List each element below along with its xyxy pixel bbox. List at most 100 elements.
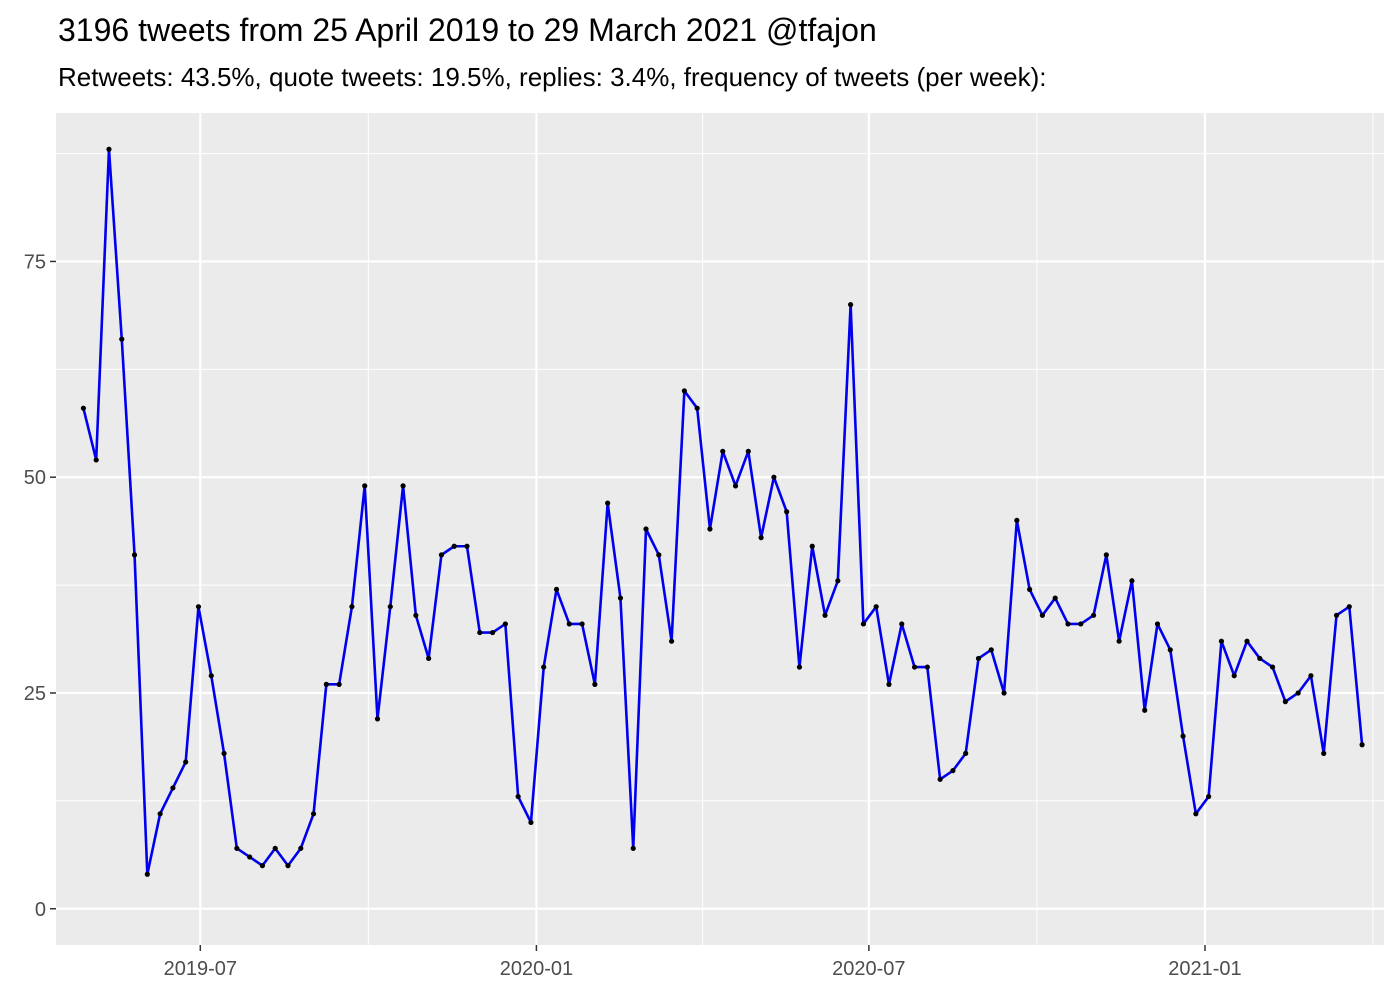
data-point: [605, 500, 611, 506]
data-point: [848, 302, 854, 308]
data-point: [950, 768, 956, 774]
data-point: [617, 595, 624, 601]
data-point: [592, 681, 598, 687]
data-point: [1282, 699, 1288, 705]
data-point: [298, 845, 304, 851]
x-tick-label: 2019-07: [164, 958, 237, 980]
data-point: [247, 854, 253, 860]
data-point: [1014, 517, 1020, 523]
data-point: [208, 673, 214, 679]
data-point: [106, 146, 112, 152]
data-point: [873, 604, 879, 610]
data-point: [336, 681, 342, 687]
data-point: [911, 664, 918, 670]
data-point: [1218, 638, 1225, 644]
data-point: [451, 543, 457, 549]
data-point: [477, 629, 483, 636]
tick-labels: 0 25 50 75 2019-07 2020-01 2020-07 2021-01: [24, 251, 1242, 980]
data-point: [413, 612, 419, 618]
data-point: [707, 526, 713, 532]
data-point: [310, 811, 317, 817]
data-point: [1052, 595, 1058, 601]
data-point: [899, 621, 905, 627]
data-point: [975, 655, 982, 662]
data-point: [553, 586, 560, 593]
data-point: [1231, 673, 1237, 679]
data-point: [630, 845, 636, 851]
data-point: [937, 776, 943, 782]
data-point: [566, 621, 572, 627]
data-point: [809, 543, 815, 549]
data-point: [732, 483, 739, 489]
data-point: [1206, 793, 1212, 800]
data-point: [502, 621, 508, 627]
data-point: [1359, 742, 1365, 748]
data-point: [643, 526, 649, 532]
data-point: [259, 863, 266, 869]
data-point: [323, 681, 329, 687]
y-tick-label: 50: [24, 467, 46, 489]
data-point: [796, 664, 803, 670]
x-tick-label: 2020-07: [832, 958, 905, 980]
data-point: [387, 604, 393, 610]
data-point: [80, 405, 86, 411]
data-point: [515, 793, 521, 800]
axis-ticks: [50, 260, 1206, 951]
data-point: [1154, 621, 1161, 627]
data-point: [835, 578, 841, 584]
data-point: [195, 604, 202, 610]
chart-subtitle: Retweets: 43.5%, quote tweets: 19.5%, re…: [58, 62, 1047, 92]
data-point: [1116, 638, 1122, 644]
data-point: [860, 621, 866, 627]
data-point: [170, 785, 176, 791]
series-layer: [80, 146, 1365, 877]
y-tick-label: 75: [24, 251, 46, 273]
data-point: [1167, 647, 1173, 653]
data-point: [1142, 707, 1148, 713]
data-point: [93, 457, 99, 463]
data-point: [771, 474, 777, 480]
data-point: [528, 819, 534, 826]
data-point: [221, 750, 227, 757]
data-point: [1180, 733, 1186, 739]
data-point: [579, 621, 585, 627]
data-point: [349, 604, 355, 610]
data-point: [1078, 621, 1084, 627]
data-point: [886, 681, 892, 687]
data-point: [758, 535, 764, 541]
data-point: [1295, 690, 1301, 696]
data-point: [963, 750, 969, 757]
data-point: [1129, 578, 1135, 584]
data-point: [988, 647, 994, 653]
data-point: [1103, 552, 1109, 558]
data-point: [720, 448, 726, 454]
data-point: [822, 612, 828, 618]
data-point: [1244, 638, 1250, 644]
data-point: [438, 552, 445, 558]
data-point: [924, 664, 930, 670]
y-tick-label: 25: [24, 683, 46, 705]
data-point: [362, 483, 368, 489]
x-tick-label: 2020-01: [500, 958, 573, 980]
data-point: [285, 863, 291, 869]
data-point: [1257, 655, 1263, 662]
data-point: [489, 629, 496, 636]
data-point: [426, 655, 432, 662]
grid-major: [56, 113, 1384, 945]
data-point: [681, 388, 687, 394]
data-point: [1269, 664, 1276, 670]
data-point: [131, 552, 138, 558]
data-point: [1193, 811, 1199, 817]
data-point: [1321, 750, 1327, 757]
data-point: [183, 759, 189, 765]
data-point: [694, 405, 700, 411]
grid-minor: [56, 113, 1384, 945]
y-tick-label: 0: [35, 899, 46, 921]
data-point: [1308, 673, 1314, 679]
data-point: [1001, 690, 1007, 696]
data-point: [464, 543, 470, 549]
chart-title: 3196 tweets from 25 April 2019 to 29 Mar…: [58, 12, 877, 48]
data-point: [400, 483, 406, 489]
plot-panel: [56, 113, 1384, 945]
